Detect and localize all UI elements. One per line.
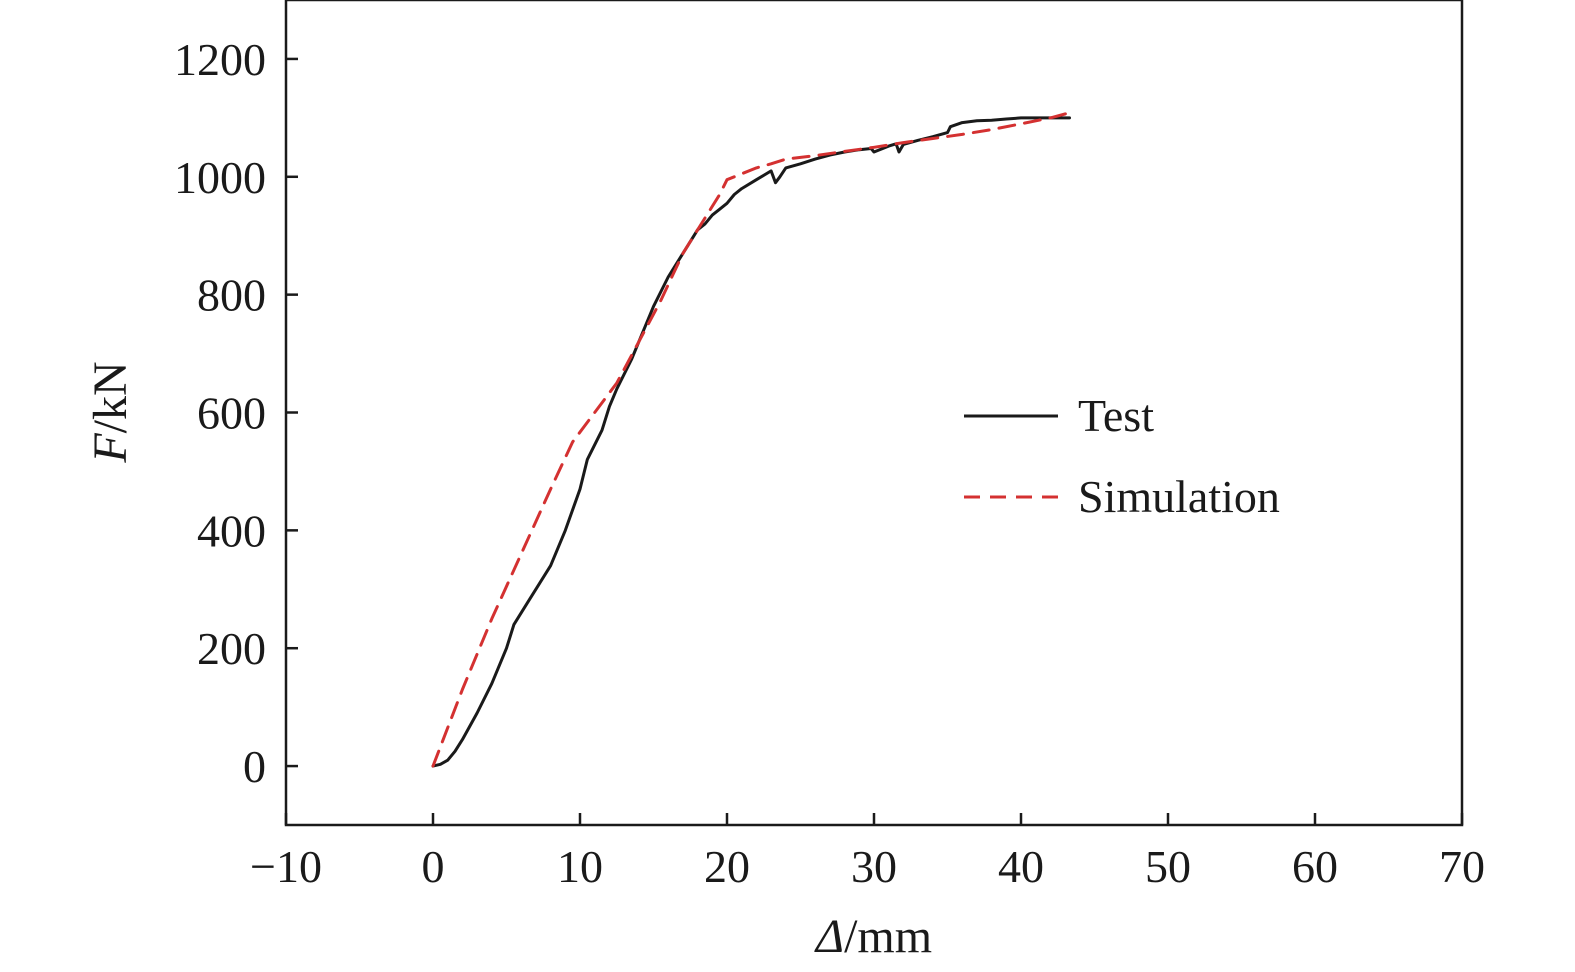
y-tick-label: 800 — [197, 270, 266, 321]
y-tick-label: 200 — [197, 623, 266, 674]
legend-label-simulation: Simulation — [1078, 471, 1280, 522]
x-tick-label: 0 — [422, 841, 445, 892]
y-tick-label: 1000 — [174, 152, 266, 203]
x-tick-label: 30 — [851, 841, 897, 892]
x-tick-label: 70 — [1439, 841, 1485, 892]
x-tick-label: 40 — [998, 841, 1044, 892]
y-tick-label: 400 — [197, 505, 266, 556]
legend: Test Simulation — [964, 390, 1280, 522]
series-line-simulation — [431, 110, 1074, 768]
series-layer — [431, 110, 1074, 768]
x-axis-unit: /mm — [844, 910, 932, 963]
x-tick-label: 20 — [704, 841, 750, 892]
plot-frame — [284, 0, 1464, 827]
y-tick-label: 600 — [197, 388, 266, 439]
y-axis-symbol: F — [84, 433, 137, 464]
x-tick-label: 50 — [1145, 841, 1191, 892]
x-tick-label: 60 — [1292, 841, 1338, 892]
series-line-test — [431, 116, 1071, 768]
y-tick-label: 0 — [243, 741, 266, 792]
legend-label-test: Test — [1078, 390, 1154, 441]
axis-ticks: −10 0 10 20 30 40 50 60 70 0 200 400 600 800 1000 1200 — [174, 34, 1485, 892]
x-axis-title: Δ/mm — [814, 910, 932, 963]
x-tick-label: −10 — [250, 841, 322, 892]
y-axis-unit: /kN — [84, 361, 137, 433]
y-tick-label: 1200 — [174, 34, 266, 85]
x-tick-label: 10 — [557, 841, 603, 892]
x-axis-symbol: Δ — [814, 910, 844, 963]
y-axis-title: F/kN — [84, 361, 137, 463]
